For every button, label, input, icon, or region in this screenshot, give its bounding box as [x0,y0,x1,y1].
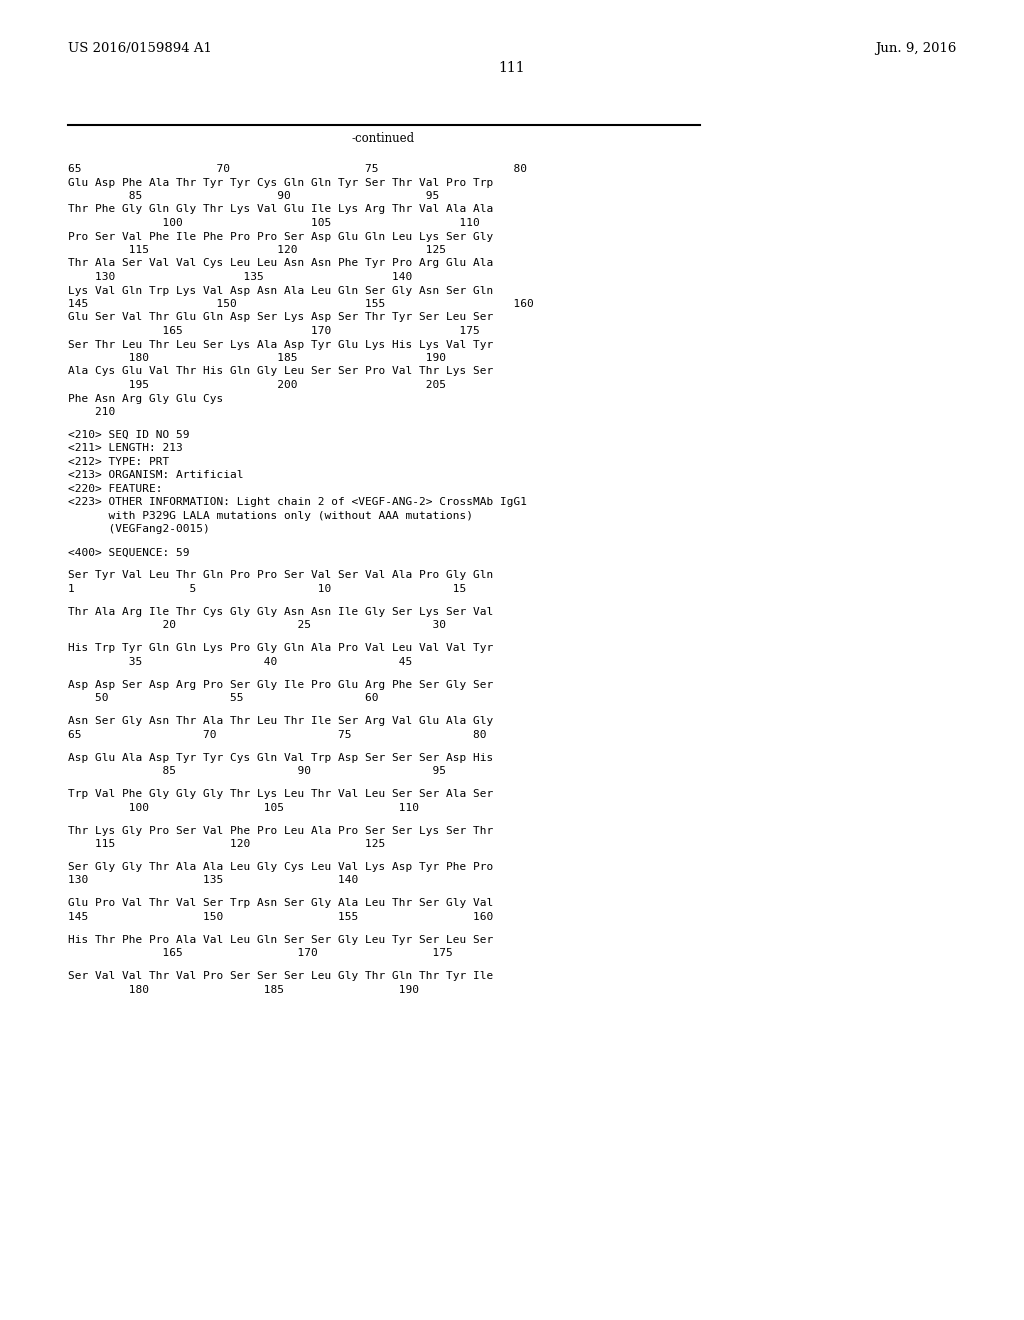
Text: 100                   105                   110: 100 105 110 [68,218,480,228]
Text: Glu Pro Val Thr Val Ser Trp Asn Ser Gly Ala Leu Thr Ser Gly Val: Glu Pro Val Thr Val Ser Trp Asn Ser Gly … [68,899,494,908]
Text: His Trp Tyr Gln Gln Lys Pro Gly Gln Ala Pro Val Leu Val Val Tyr: His Trp Tyr Gln Gln Lys Pro Gly Gln Ala … [68,643,494,653]
Text: 115                 120                 125: 115 120 125 [68,840,385,849]
Text: <223> OTHER INFORMATION: Light chain 2 of <VEGF-ANG-2> CrossMAb IgG1: <223> OTHER INFORMATION: Light chain 2 o… [68,498,527,507]
Text: <220> FEATURE:: <220> FEATURE: [68,484,163,494]
Text: <211> LENGTH: 213: <211> LENGTH: 213 [68,444,182,454]
Text: 65                    70                    75                    80: 65 70 75 80 [68,164,527,174]
Text: US 2016/0159894 A1: US 2016/0159894 A1 [68,42,212,55]
Text: 195                   200                   205: 195 200 205 [68,380,446,389]
Text: <212> TYPE: PRT: <212> TYPE: PRT [68,457,169,467]
Text: Asp Asp Ser Asp Arg Pro Ser Gly Ile Pro Glu Arg Phe Ser Gly Ser: Asp Asp Ser Asp Arg Pro Ser Gly Ile Pro … [68,680,494,690]
Text: 85                  90                  95: 85 90 95 [68,766,446,776]
Text: 210: 210 [68,407,116,417]
Text: 165                   170                   175: 165 170 175 [68,326,480,337]
Text: His Thr Phe Pro Ala Val Leu Gln Ser Ser Gly Leu Tyr Ser Leu Ser: His Thr Phe Pro Ala Val Leu Gln Ser Ser … [68,935,494,945]
Text: Phe Asn Arg Gly Glu Cys: Phe Asn Arg Gly Glu Cys [68,393,223,404]
Text: Lys Val Gln Trp Lys Val Asp Asn Ala Leu Gln Ser Gly Asn Ser Gln: Lys Val Gln Trp Lys Val Asp Asn Ala Leu … [68,285,494,296]
Text: Trp Val Phe Gly Gly Gly Thr Lys Leu Thr Val Leu Ser Ser Ala Ser: Trp Val Phe Gly Gly Gly Thr Lys Leu Thr … [68,789,494,799]
Text: 145                 150                 155                 160: 145 150 155 160 [68,912,494,921]
Text: Jun. 9, 2016: Jun. 9, 2016 [874,42,956,55]
Text: Thr Ala Arg Ile Thr Cys Gly Gly Asn Asn Ile Gly Ser Lys Ser Val: Thr Ala Arg Ile Thr Cys Gly Gly Asn Asn … [68,607,494,616]
Text: <213> ORGANISM: Artificial: <213> ORGANISM: Artificial [68,470,244,480]
Text: 50                  55                  60: 50 55 60 [68,693,379,704]
Text: 1                 5                  10                  15: 1 5 10 15 [68,583,466,594]
Text: Ser Thr Leu Thr Leu Ser Lys Ala Asp Tyr Glu Lys His Lys Val Tyr: Ser Thr Leu Thr Leu Ser Lys Ala Asp Tyr … [68,339,494,350]
Text: 130                 135                 140: 130 135 140 [68,875,358,886]
Text: <210> SEQ ID NO 59: <210> SEQ ID NO 59 [68,430,189,440]
Text: (VEGFang2-0015): (VEGFang2-0015) [68,524,210,535]
Text: with P329G LALA mutations only (without AAA mutations): with P329G LALA mutations only (without … [68,511,473,521]
Text: 35                  40                  45: 35 40 45 [68,657,413,667]
Text: Asp Glu Ala Asp Tyr Tyr Cys Gln Val Trp Asp Ser Ser Ser Asp His: Asp Glu Ala Asp Tyr Tyr Cys Gln Val Trp … [68,752,494,763]
Text: 65                  70                  75                  80: 65 70 75 80 [68,730,486,739]
Text: Glu Asp Phe Ala Thr Tyr Tyr Cys Gln Gln Tyr Ser Thr Val Pro Trp: Glu Asp Phe Ala Thr Tyr Tyr Cys Gln Gln … [68,177,494,187]
Text: Ser Val Val Thr Val Pro Ser Ser Ser Leu Gly Thr Gln Thr Tyr Ile: Ser Val Val Thr Val Pro Ser Ser Ser Leu … [68,972,494,981]
Text: 20                  25                  30: 20 25 30 [68,620,446,631]
Text: Asn Ser Gly Asn Thr Ala Thr Leu Thr Ile Ser Arg Val Glu Ala Gly: Asn Ser Gly Asn Thr Ala Thr Leu Thr Ile … [68,717,494,726]
Text: Thr Ala Ser Val Val Cys Leu Leu Asn Asn Phe Tyr Pro Arg Glu Ala: Thr Ala Ser Val Val Cys Leu Leu Asn Asn … [68,259,494,268]
Text: Thr Lys Gly Pro Ser Val Phe Pro Leu Ala Pro Ser Ser Lys Ser Thr: Thr Lys Gly Pro Ser Val Phe Pro Leu Ala … [68,825,494,836]
Text: 85                    90                    95: 85 90 95 [68,191,439,201]
Text: Ser Gly Gly Thr Ala Ala Leu Gly Cys Leu Val Lys Asp Tyr Phe Pro: Ser Gly Gly Thr Ala Ala Leu Gly Cys Leu … [68,862,494,873]
Text: 180                 185                 190: 180 185 190 [68,985,419,995]
Text: 165                 170                 175: 165 170 175 [68,948,453,958]
Text: -continued: -continued [351,132,415,145]
Text: 145                   150                   155                   160: 145 150 155 160 [68,300,534,309]
Text: <400> SEQUENCE: 59: <400> SEQUENCE: 59 [68,548,189,557]
Text: Ala Cys Glu Val Thr His Gln Gly Leu Ser Ser Pro Val Thr Lys Ser: Ala Cys Glu Val Thr His Gln Gly Leu Ser … [68,367,494,376]
Text: 180                   185                   190: 180 185 190 [68,352,446,363]
Text: Pro Ser Val Phe Ile Phe Pro Pro Ser Asp Glu Gln Leu Lys Ser Gly: Pro Ser Val Phe Ile Phe Pro Pro Ser Asp … [68,231,494,242]
Text: Glu Ser Val Thr Glu Gln Asp Ser Lys Asp Ser Thr Tyr Ser Leu Ser: Glu Ser Val Thr Glu Gln Asp Ser Lys Asp … [68,313,494,322]
Text: Thr Phe Gly Gln Gly Thr Lys Val Glu Ile Lys Arg Thr Val Ala Ala: Thr Phe Gly Gln Gly Thr Lys Val Glu Ile … [68,205,494,214]
Text: 130                   135                   140: 130 135 140 [68,272,413,282]
Text: 115                   120                   125: 115 120 125 [68,246,446,255]
Text: 111: 111 [499,61,525,75]
Text: Ser Tyr Val Leu Thr Gln Pro Pro Ser Val Ser Val Ala Pro Gly Gln: Ser Tyr Val Leu Thr Gln Pro Pro Ser Val … [68,570,494,581]
Text: 100                 105                 110: 100 105 110 [68,803,419,813]
